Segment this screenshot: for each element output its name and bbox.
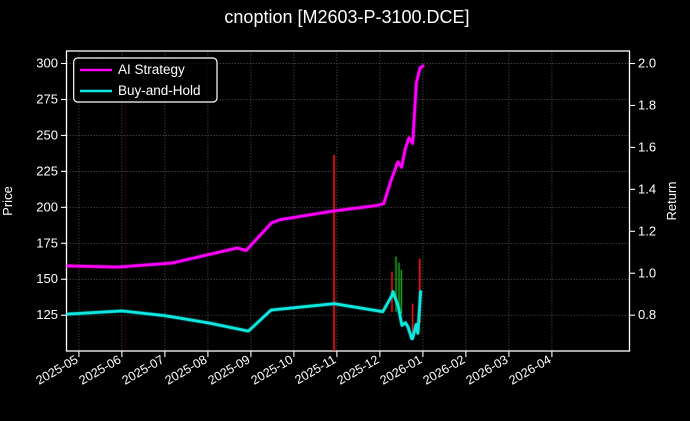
- svg-text:0.8: 0.8: [638, 307, 656, 322]
- svg-text:Return: Return: [664, 181, 679, 220]
- svg-text:AI Strategy: AI Strategy: [118, 62, 185, 77]
- svg-text:150: 150: [36, 271, 58, 286]
- svg-text:300: 300: [36, 56, 58, 71]
- svg-text:250: 250: [36, 127, 58, 142]
- svg-text:275: 275: [36, 92, 58, 107]
- svg-text:200: 200: [36, 199, 58, 214]
- svg-text:1.8: 1.8: [638, 97, 656, 112]
- svg-text:1.6: 1.6: [638, 139, 656, 154]
- svg-text:125: 125: [36, 307, 58, 322]
- svg-text:1.4: 1.4: [638, 181, 656, 196]
- svg-text:1.2: 1.2: [638, 223, 656, 238]
- svg-text:1.0: 1.0: [638, 265, 656, 280]
- svg-text:225: 225: [36, 163, 58, 178]
- svg-text:2.0: 2.0: [638, 56, 656, 71]
- svg-text:Buy-and-Hold: Buy-and-Hold: [118, 83, 201, 98]
- svg-text:cnoption [M2603-P-3100.DCE]: cnoption [M2603-P-3100.DCE]: [224, 7, 469, 27]
- svg-text:Price: Price: [0, 186, 15, 216]
- svg-text:175: 175: [36, 235, 58, 250]
